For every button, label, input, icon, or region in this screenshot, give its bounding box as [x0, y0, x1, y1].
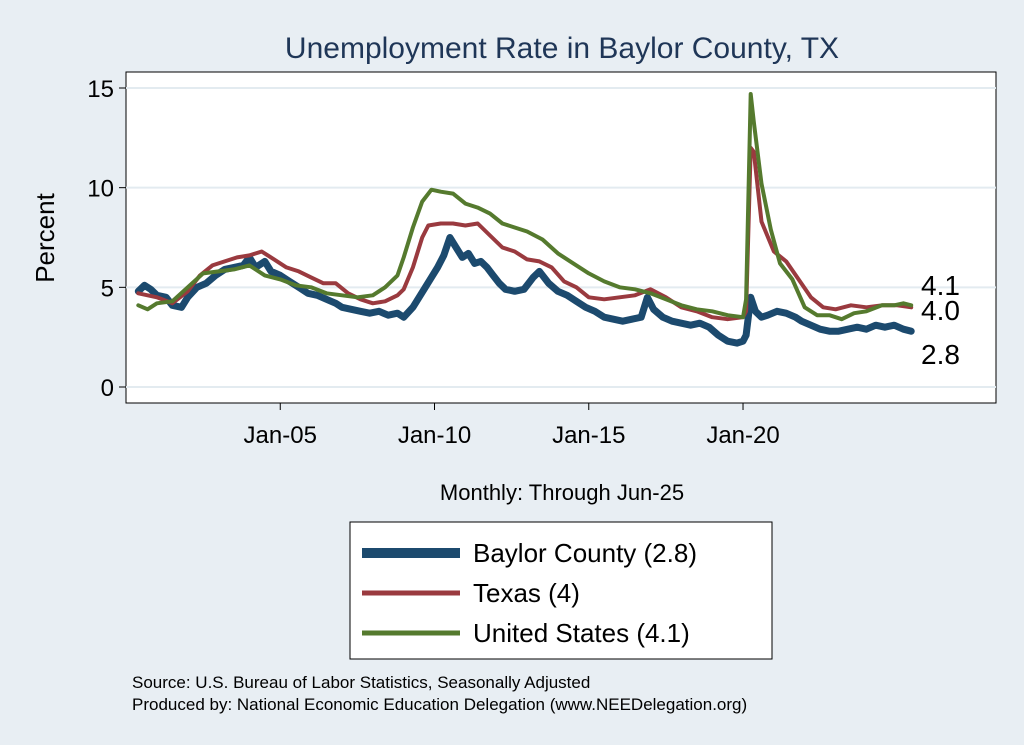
y-tick-label: 10 — [87, 176, 114, 203]
end-label: 4.1 — [921, 270, 960, 301]
y-axis-label: Percent — [30, 192, 60, 282]
legend: Baylor County (2.8) Texas (4) United State… — [362, 538, 697, 648]
x-tick-label: Jan-05 — [244, 422, 317, 449]
legend-label: Baylor County (2.8) — [473, 538, 697, 568]
series-line-texas — [136, 145, 914, 322]
legend-label: United States (4.1) — [473, 618, 690, 648]
end-label: 4.0 — [921, 295, 960, 326]
legend-box — [349, 521, 773, 660]
x-axis: Jan-05 Jan-10 Jan-15 Jan-20 — [244, 403, 780, 449]
produced-by-line: Produced by: National Economic Education… — [132, 695, 747, 714]
y-tick-label: 15 — [87, 76, 114, 103]
x-tick-label: Jan-20 — [706, 422, 779, 449]
series-line-baylor-county — [134, 234, 915, 347]
y-axis: 0 5 10 15 — [87, 76, 126, 402]
x-axis-label: Monthly: Through Jun-25 — [440, 480, 684, 505]
gridlines — [126, 87, 996, 388]
plot-area — [125, 71, 997, 404]
y-tick-label: 5 — [101, 275, 114, 302]
source-line: Source: U.S. Bureau of Labor Statistics,… — [132, 673, 590, 692]
legend-label: Texas (4) — [473, 578, 580, 608]
end-label: 2.8 — [921, 339, 960, 370]
y-tick-label: 0 — [101, 375, 114, 402]
x-tick-label: Jan-15 — [552, 422, 625, 449]
end-labels: 2.8 4.04.1 — [921, 270, 960, 370]
x-tick-label: Jan-10 — [398, 422, 471, 449]
chart-title: Unemployment Rate in Baylor County, TX — [285, 32, 839, 65]
series-line-united-states — [136, 92, 914, 322]
series-lines — [134, 92, 915, 347]
